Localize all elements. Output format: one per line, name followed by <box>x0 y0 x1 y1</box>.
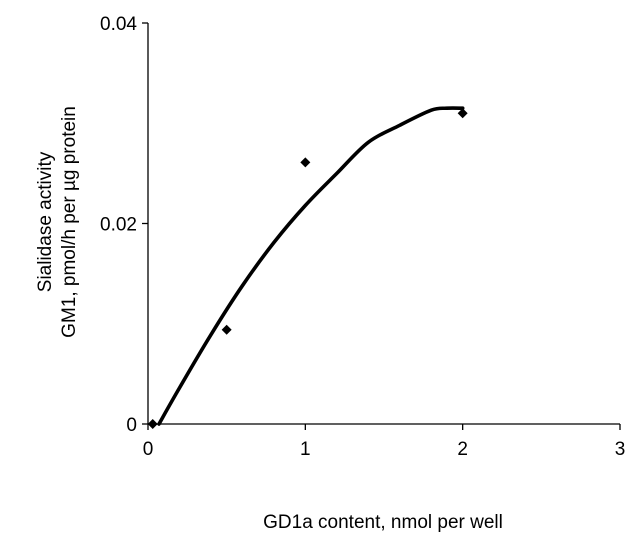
y-tick-label: 0.04 <box>100 14 137 35</box>
y-axis-title-line-1: Sialidase activity <box>35 151 56 292</box>
y-tick-label: 0.02 <box>100 215 137 236</box>
data-points <box>147 108 468 429</box>
data-point-diamond <box>221 324 232 335</box>
y-tick-label: 0 <box>126 415 137 436</box>
axes <box>147 23 620 425</box>
x-tick-label: 0 <box>143 439 154 460</box>
data-point-diamond <box>147 419 158 429</box>
data-point-diamond <box>300 157 311 168</box>
x-axis-title: GD1a content, nmol per well <box>263 512 503 533</box>
trendline <box>157 106 465 426</box>
x-tick-label: 3 <box>615 439 625 460</box>
trendline-group <box>157 106 465 426</box>
data-point-diamond <box>457 108 468 119</box>
y-axis-ticks: 0 0.02 0.04 <box>100 14 148 436</box>
y-axis-title-line-2: GM1, pmol/h per µg protein <box>59 106 80 338</box>
x-axis-ticks: 0 1 2 3 <box>143 424 625 460</box>
x-tick-label: 2 <box>457 439 468 460</box>
x-tick-label: 1 <box>300 439 311 460</box>
